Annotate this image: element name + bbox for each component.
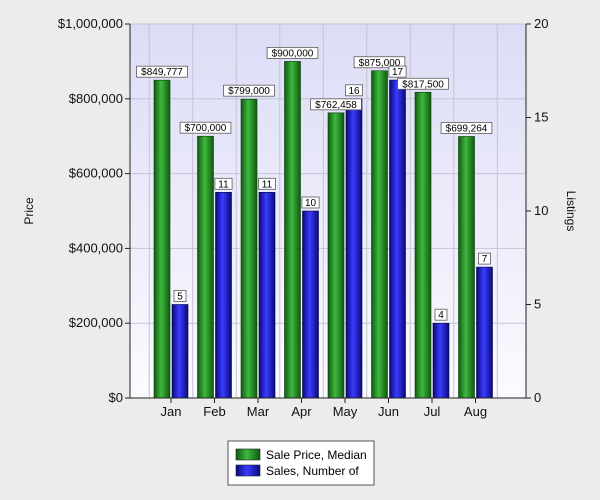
data-label-sales-count: 10 bbox=[305, 198, 317, 209]
data-label-sale-price: $849,777 bbox=[141, 67, 183, 78]
legend-swatch bbox=[235, 464, 261, 477]
y2-tick-label: 20 bbox=[534, 16, 548, 31]
y2-tick-label: 5 bbox=[534, 297, 541, 312]
data-label-sales-count-box bbox=[301, 196, 320, 209]
data-label-sale-price-box bbox=[397, 77, 449, 90]
y2-tick-label: 15 bbox=[534, 110, 548, 125]
data-label-sale-price-box bbox=[310, 98, 362, 111]
bar-sales-count[interactable] bbox=[432, 322, 450, 399]
data-label-sale-price: $699,264 bbox=[446, 123, 488, 134]
x-tick-label: Jun bbox=[378, 404, 399, 419]
bar-sale-price[interactable] bbox=[458, 136, 475, 399]
legend-label: Sale Price, Median bbox=[266, 448, 367, 462]
data-label-sale-price-box bbox=[223, 84, 275, 97]
data-label-sales-count: 5 bbox=[177, 292, 183, 303]
data-label-sales-count-box bbox=[214, 177, 233, 190]
y-tick-label: $800,000 bbox=[69, 91, 123, 106]
y2-tick-label: 0 bbox=[534, 390, 541, 405]
data-label-sale-price-box bbox=[136, 65, 188, 78]
data-label-sales-count: 17 bbox=[392, 67, 404, 78]
data-label-sale-price-box bbox=[266, 47, 319, 59]
bar-sale-price[interactable] bbox=[414, 91, 432, 399]
y-tick-label: $1,000,000 bbox=[58, 16, 123, 31]
x-tick-label: Aug bbox=[464, 404, 487, 419]
data-label-sale-price: $875,000 bbox=[359, 58, 401, 69]
bar-sales-count[interactable] bbox=[302, 210, 319, 399]
data-label-sales-count-box bbox=[434, 308, 448, 321]
bar-sales-count[interactable] bbox=[258, 192, 276, 399]
legend-box bbox=[227, 440, 375, 486]
data-label-sales-count-box bbox=[344, 84, 363, 97]
bar-sale-price[interactable] bbox=[284, 61, 301, 399]
bar-sale-price[interactable] bbox=[327, 112, 345, 399]
y-axis-title: Price bbox=[22, 197, 36, 225]
bar-sale-price[interactable] bbox=[371, 70, 388, 399]
data-label-sales-count-box bbox=[388, 65, 407, 78]
data-label-sale-price-box bbox=[440, 122, 493, 134]
data-label-sales-count: 11 bbox=[262, 179, 273, 190]
x-tick-label: May bbox=[333, 404, 358, 419]
x-tick-label: Apr bbox=[291, 404, 312, 419]
data-label-sales-count: 7 bbox=[482, 254, 488, 265]
legend: Sale Price, Median Sales, Number of bbox=[227, 440, 375, 486]
y-tick-label: $200,000 bbox=[69, 315, 123, 330]
bar-sale-price[interactable] bbox=[240, 98, 258, 399]
data-label-sale-price: $900,000 bbox=[272, 48, 314, 59]
data-label-sale-price: $799,000 bbox=[228, 86, 270, 97]
bar-sale-price[interactable] bbox=[153, 79, 171, 399]
bar-sales-count[interactable] bbox=[389, 79, 406, 399]
data-label-sale-price-box bbox=[353, 56, 406, 69]
data-label-sales-count-box bbox=[257, 177, 276, 190]
data-label-sales-count-box bbox=[478, 252, 491, 265]
x-tick-label: Jul bbox=[424, 404, 441, 419]
data-label-sale-price: $700,000 bbox=[185, 123, 227, 134]
bar-sales-count[interactable] bbox=[345, 98, 363, 399]
x-tick-label: Mar bbox=[247, 404, 270, 419]
data-label-sales-count: 11 bbox=[218, 179, 229, 190]
data-label-sale-price: $762,458 bbox=[315, 100, 357, 111]
bar-sales-count[interactable] bbox=[476, 266, 493, 399]
data-label-sale-price: $817,500 bbox=[402, 79, 444, 90]
data-label-sales-count: 16 bbox=[348, 86, 360, 97]
bar-sales-count[interactable] bbox=[171, 304, 189, 399]
bar-sales-count[interactable] bbox=[215, 192, 232, 399]
y2-tick-label: 10 bbox=[534, 203, 548, 218]
x-tick-label: Feb bbox=[203, 404, 225, 419]
x-tick-label: Jan bbox=[161, 404, 182, 419]
data-label-sale-price-box bbox=[179, 121, 232, 134]
y2-axis-title: Listings bbox=[564, 191, 578, 232]
y-tick-label: $0 bbox=[109, 390, 123, 405]
legend-swatch bbox=[235, 448, 261, 461]
legend-label: Sales, Number of bbox=[266, 464, 359, 478]
y-tick-label: $600,000 bbox=[69, 166, 123, 181]
bar-sale-price[interactable] bbox=[197, 135, 214, 399]
data-label-sales-count: 4 bbox=[438, 310, 444, 321]
data-label-sales-count-box bbox=[173, 290, 187, 302]
y-tick-label: $400,000 bbox=[69, 240, 123, 255]
